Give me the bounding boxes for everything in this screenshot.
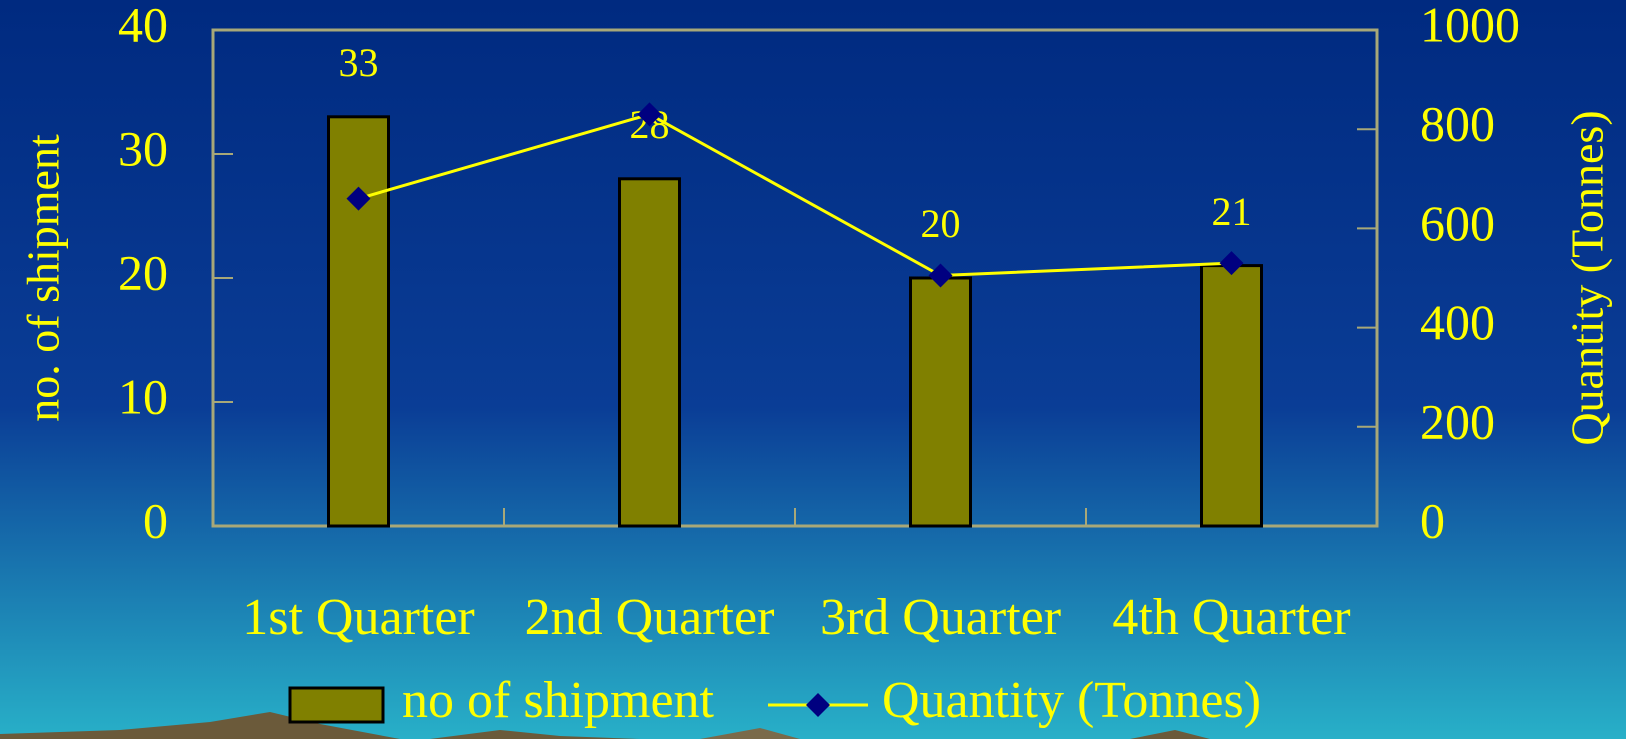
y-tick-label: 10 [118,368,168,424]
mountain [0,712,400,739]
line-marker [1219,251,1244,276]
bar [618,177,681,528]
legend-label: no of shipment [402,672,715,729]
line-marker [346,186,371,211]
bar [327,115,390,528]
y2-tick-label: 1000 [1420,0,1520,52]
y2-tick-label: 600 [1420,195,1495,251]
line-marker [928,263,953,288]
mountain [700,728,800,739]
legend-marker [806,693,830,717]
line-marker [637,102,662,127]
y2-tick-label: 0 [1420,492,1445,548]
legend-swatch [288,686,385,724]
line [358,112,1232,278]
x-tick-label: 3rd Quarter [820,589,1061,646]
y-tick-label: 20 [118,244,168,300]
y2-axis-title: Quantity (Tonnes) [1562,110,1613,445]
mountain [1130,730,1210,739]
y-axis-title: no. of shipment [18,134,69,422]
y2-tick-label: 800 [1420,96,1495,152]
y-tick-label: 40 [118,0,168,52]
x-tick-label: 4th Quarter [1112,589,1350,646]
bar [1200,264,1263,528]
y-tick-label: 0 [143,492,168,548]
y2-tick-label: 200 [1420,393,1495,449]
x-tick-label: 1st Quarter [242,589,474,646]
data-label: 33 [339,40,379,85]
y2-tick-label: 400 [1420,294,1495,350]
data-label: 20 [921,201,961,246]
legend-label: Quantity (Tonnes) [882,672,1261,729]
x-tick-label: 2nd Quarter [525,589,775,646]
bar [909,276,972,528]
data-label: 21 [1212,189,1252,234]
mountain [430,730,640,739]
y-tick-label: 30 [118,120,168,176]
